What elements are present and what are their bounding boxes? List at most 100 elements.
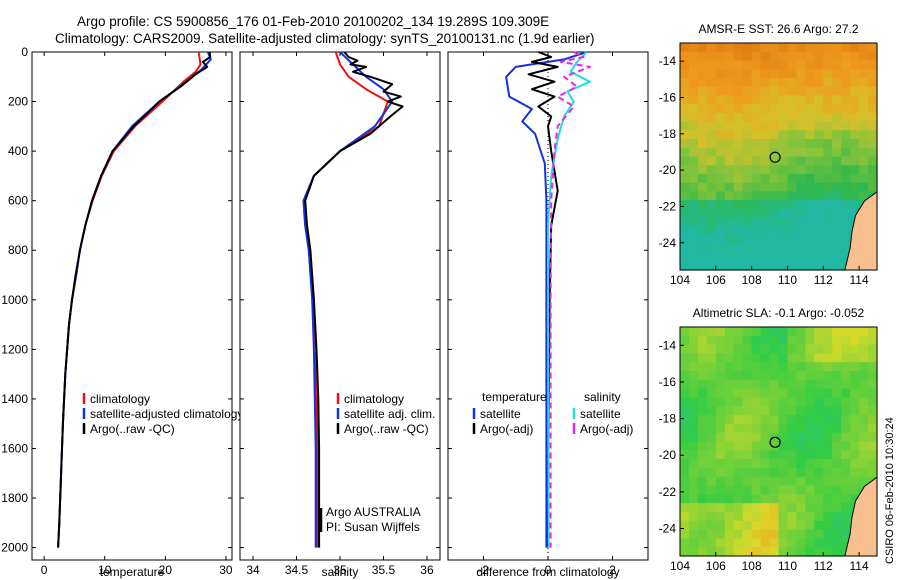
- sla-map-cell: [697, 415, 708, 425]
- sla-map-cell: [823, 415, 833, 425]
- sla-map-cell: [796, 547, 806, 557]
- sla-map-cell: [706, 511, 717, 522]
- sst-map-cell: [680, 112, 690, 123]
- sst-map-cell: [751, 43, 762, 53]
- sst-map-cell: [706, 243, 717, 254]
- sla-map-cell: [859, 353, 869, 363]
- sla-map-cell: [796, 485, 806, 495]
- sst-map-argo-marker: [769, 151, 781, 163]
- sst-map-cell: [760, 165, 771, 175]
- sla-map-cell: [832, 450, 842, 460]
- sla-map-cell: [796, 450, 806, 460]
- sla-map-cell: [868, 415, 878, 425]
- sla-map-cell: [751, 406, 762, 416]
- sla-map-cell: [733, 397, 744, 407]
- sst-map-cell: [769, 208, 780, 219]
- sla-map-cell: [805, 503, 815, 513]
- sst-map-cell: [823, 191, 833, 201]
- sst-map-cell: [805, 77, 815, 88]
- sla-map-cell: [823, 538, 833, 548]
- sst-map-cell: [697, 147, 708, 158]
- sst-map-cell: [706, 200, 717, 210]
- sla-map-cell: [742, 379, 753, 390]
- sla-map-cell: [742, 388, 753, 399]
- sst-map-cell: [715, 243, 726, 254]
- sst-map-cell: [850, 112, 860, 123]
- sst-map-cell: [697, 104, 708, 114]
- sst-map-cell: [805, 121, 815, 131]
- sst-map-cell: [868, 156, 878, 166]
- sst-map-cell: [697, 243, 708, 254]
- salinity-xtick-label: 34.5: [285, 563, 309, 577]
- sst-map-cell: [724, 147, 735, 158]
- sla-map-cell: [841, 529, 851, 539]
- sst-map-cell: [823, 139, 833, 149]
- sst-map-cell: [787, 139, 797, 149]
- sla-map-cell: [778, 494, 789, 504]
- sla-map-cell: [760, 415, 771, 425]
- sla-map-cell: [814, 406, 824, 416]
- sla-map-cell: [868, 406, 878, 416]
- figure-title-line2: Climatology: CARS2009. Satellite-adjuste…: [55, 31, 595, 46]
- sla-map-cell: [814, 388, 824, 399]
- sla-map-cell: [706, 327, 717, 337]
- sst-map-cell: [841, 235, 851, 245]
- sla-map-cell: [787, 415, 797, 425]
- sla-map-cell: [823, 423, 833, 434]
- sst-map-cell: [751, 261, 762, 271]
- temperature-xtick-label: 20: [159, 563, 173, 577]
- sst-map-cell: [814, 208, 824, 219]
- sst-map-cell: [832, 252, 842, 262]
- sst-map-cell: [787, 226, 797, 236]
- sla-map-cell: [823, 450, 833, 460]
- sla-map-cell: [680, 415, 690, 425]
- sla-map-cell: [805, 423, 815, 434]
- sst-map-cell: [778, 156, 789, 166]
- sla-map-cell: [733, 362, 744, 372]
- sst-map-cell: [805, 191, 815, 201]
- sla-map-cell: [680, 467, 690, 478]
- sst-map-cell: [751, 86, 762, 96]
- sst-map-cell: [796, 69, 806, 79]
- temperature-ytick-label: 1200: [1, 342, 28, 356]
- sla-map-cell: [680, 520, 690, 531]
- sla-map-cell: [796, 388, 806, 399]
- sla-map-cell: [697, 459, 708, 469]
- sst-map-cell: [706, 226, 717, 236]
- sla-map-cell: [760, 450, 771, 460]
- sst-map-cell: [760, 121, 771, 131]
- sst-map-cell: [787, 147, 797, 158]
- sst-map-cell: [688, 130, 699, 140]
- sla-map-xtick-label: 106: [706, 559, 726, 573]
- sla-map-cell: [724, 362, 735, 372]
- sla-map-cell: [680, 476, 690, 487]
- sst-map-cell: [742, 95, 753, 105]
- sla-map-cell: [688, 327, 699, 337]
- sla-map-cell: [805, 467, 815, 478]
- sst-map-cell: [823, 208, 833, 219]
- sst-map-cell: [868, 165, 878, 175]
- sla-map-cell: [706, 485, 717, 495]
- sla-map-cell: [724, 494, 735, 504]
- sst-map-cell: [832, 77, 842, 88]
- sla-map-cell: [751, 538, 762, 548]
- sla-map-cell: [796, 503, 806, 513]
- sst-map-cell: [715, 86, 726, 96]
- sla-map-cell: [742, 511, 753, 522]
- sst-map-cell: [796, 139, 806, 149]
- sst-map-cell: [751, 95, 762, 105]
- salinity-series-2-line: [304, 51, 404, 548]
- sla-map-cell: [823, 547, 833, 557]
- sst-map-cell: [724, 77, 735, 88]
- sst-map-cell: [680, 147, 690, 158]
- sla-map-cell: [805, 362, 815, 372]
- sst-map-cell: [697, 156, 708, 166]
- sla-map-cell: [841, 441, 851, 451]
- sla-map-cell: [760, 327, 771, 337]
- difference-series-1-line: [527, 51, 559, 548]
- sla-map-cell: [742, 467, 753, 478]
- sst-map-cell: [706, 252, 717, 262]
- sst-map-cell: [742, 200, 753, 210]
- sst-map-cell: [697, 182, 708, 193]
- sst-map-panel: AMSR-E SST: 26.6 Argo: 27.2 104 106 108 110 1…: [659, 22, 878, 287]
